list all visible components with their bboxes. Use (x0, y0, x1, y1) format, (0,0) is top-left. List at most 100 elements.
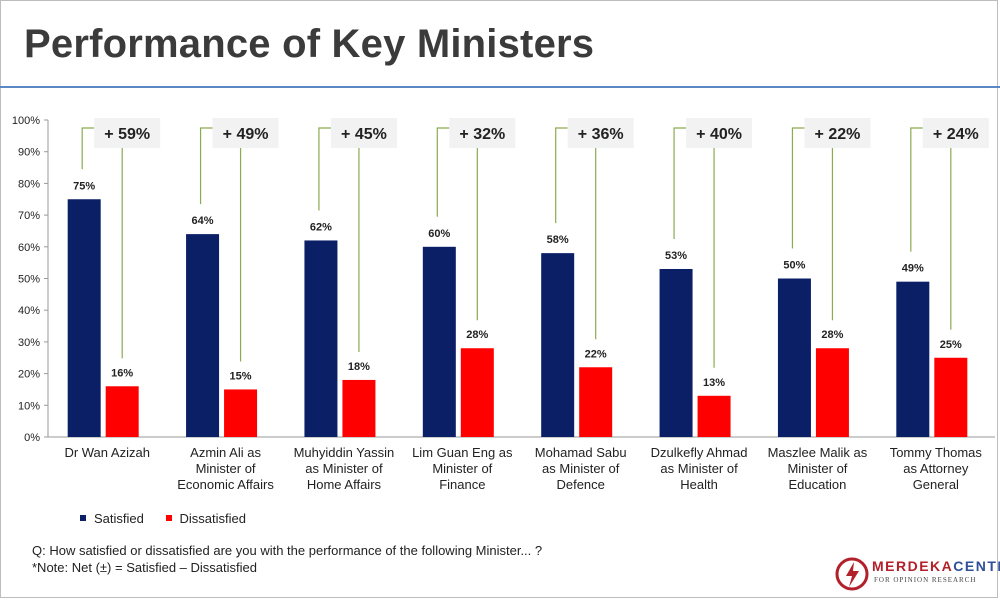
data-label-dissatisfied: 16% (111, 367, 133, 379)
net-box (94, 118, 161, 148)
x-tick-label: Azmin Ali as (190, 445, 261, 460)
x-tick-label: Health (680, 477, 718, 492)
bar-satisfied (777, 278, 811, 437)
net-connector-dissatisfied (831, 127, 867, 321)
net-connector-satisfied (81, 127, 95, 170)
data-label-satisfied: 53% (665, 250, 687, 262)
x-tick-label: Maszlee Malik as (768, 445, 868, 460)
net-connector-dissatisfied (239, 127, 275, 362)
legend: Satisfied Dissatisfied (80, 509, 264, 526)
x-tick-label: Finance (439, 477, 485, 492)
logo-name-part1: MERDEKA (872, 558, 954, 574)
y-tick-label: 0% (24, 432, 40, 444)
logo-name: MERDEKACENTER (872, 558, 1000, 574)
x-tick-label: Defence (556, 477, 604, 492)
net-label: + 40% (696, 126, 742, 143)
legend-label-dissatisfied: Dissatisfied (179, 510, 246, 526)
net-box (804, 118, 871, 148)
net-label: + 24% (933, 126, 979, 143)
net-box (330, 118, 397, 148)
legend-swatch-satisfied (80, 515, 86, 521)
data-label-dissatisfied: 15% (230, 370, 252, 382)
bar-satisfied (67, 199, 101, 437)
data-label-dissatisfied: 28% (466, 329, 488, 341)
net-box (686, 118, 753, 148)
legend-item-satisfied: Satisfied (80, 511, 144, 526)
data-label-dissatisfied: 13% (703, 377, 725, 389)
x-tick-label: Minister of (432, 461, 492, 476)
net-connector-satisfied (199, 127, 213, 205)
net-connector-satisfied (555, 127, 568, 224)
y-tick-label: 100% (12, 115, 40, 127)
x-tick-label: Tommy Thomas (890, 445, 983, 460)
x-tick-label: Dr Wan Azizah (64, 445, 150, 460)
data-label-satisfied: 58% (547, 234, 569, 246)
data-label-dissatisfied: 22% (585, 348, 607, 360)
title-divider (0, 86, 1000, 88)
x-tick-label: Muhyiddin Yassin (294, 445, 395, 460)
bar-satisfied (896, 281, 930, 437)
y-tick-label: 30% (18, 337, 40, 349)
y-tick-label: 40% (18, 305, 40, 317)
data-label-satisfied: 49% (902, 263, 924, 275)
data-label-satisfied: 50% (783, 260, 805, 272)
data-label-satisfied: 60% (428, 228, 450, 240)
bar-satisfied (659, 268, 693, 437)
legend-item-dissatisfied: Dissatisfied (165, 510, 246, 526)
net-label: + 49% (223, 126, 269, 143)
net-box (922, 118, 989, 148)
net-connector-satisfied (910, 127, 923, 252)
x-tick-label: as Minister of (542, 461, 620, 476)
y-tick-label: 90% (18, 147, 40, 159)
legend-swatch-dissatisfied (165, 515, 172, 521)
bar-satisfied (541, 253, 575, 437)
legend-label-satisfied: Satisfied (94, 510, 144, 526)
lightning-circle-icon (835, 557, 869, 591)
net-box (212, 118, 279, 148)
net-label: + 45% (341, 126, 387, 143)
bar-dissatisfied (224, 389, 258, 437)
y-tick-label: 50% (18, 274, 40, 286)
bar-dissatisfied (934, 357, 968, 437)
logo-name-part2: CENTER (953, 558, 1000, 574)
x-tick-label: Home Affairs (307, 477, 382, 492)
x-tick-label: Education (789, 477, 847, 492)
net-connector-dissatisfied (950, 127, 985, 330)
net-label: + 59% (104, 126, 150, 143)
net-connector-dissatisfied (713, 127, 749, 368)
net-label: + 36% (578, 126, 624, 143)
net-label: + 32% (459, 126, 505, 143)
net-connector-satisfied (436, 127, 450, 217)
bar-dissatisfied (815, 348, 849, 437)
bar-satisfied (186, 234, 220, 437)
x-tick-label: General (913, 477, 959, 492)
x-tick-label: Economic Affairs (177, 477, 274, 492)
x-tick-label: Dzulkefly Ahmad (651, 445, 748, 460)
data-label-satisfied: 75% (73, 180, 95, 192)
net-box (567, 118, 634, 148)
merdeka-center-logo: MERDEKACENTER FOR OPINION RESEARCH (834, 552, 1000, 596)
y-tick-label: 60% (18, 242, 40, 254)
x-tick-label: Minister of (196, 461, 256, 476)
data-label-satisfied: 62% (310, 221, 332, 233)
y-tick-label: 80% (18, 178, 40, 190)
net-connector-dissatisfied (476, 127, 512, 321)
y-tick-label: 20% (18, 369, 40, 381)
data-label-dissatisfied: 18% (348, 361, 370, 373)
x-tick-label: as Minister of (305, 461, 383, 476)
net-connector-dissatisfied (595, 127, 630, 340)
x-tick-label: Lim Guan Eng as (412, 445, 513, 460)
net-connector-dissatisfied (358, 127, 393, 352)
net-note: *Note: Net (±) = Satisfied – Dissatisfie… (32, 560, 257, 575)
data-label-dissatisfied: 28% (821, 329, 843, 341)
bar-satisfied (304, 240, 338, 437)
bar-dissatisfied (105, 386, 139, 437)
logo-tagline: FOR OPINION RESEARCH (874, 576, 977, 584)
net-box (449, 118, 516, 148)
bar-dissatisfied (342, 379, 376, 437)
x-tick-label: Mohamad Sabu (535, 445, 627, 460)
data-label-dissatisfied: 25% (940, 339, 962, 351)
y-tick-label: 10% (18, 400, 40, 412)
net-connector-satisfied (673, 127, 687, 239)
